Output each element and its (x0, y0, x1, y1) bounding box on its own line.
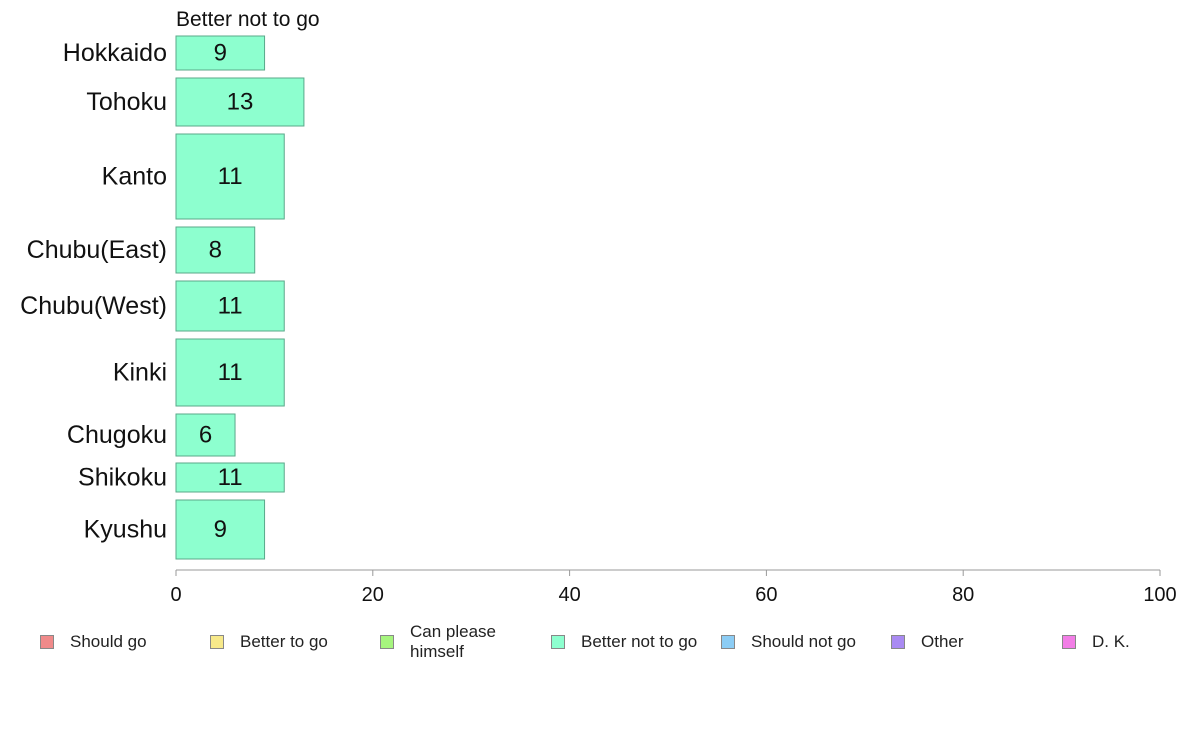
x-tick-label: 0 (170, 584, 181, 606)
category-label: Kanto (102, 163, 167, 191)
category-label: Tohoku (86, 88, 167, 116)
legend-swatch (210, 635, 224, 649)
bar-value-label: 11 (218, 293, 243, 320)
legend-label: Other (921, 632, 964, 651)
bars-group: 9 Hokkaido 13 Tohoku 11 Kanto 8 Chubu(East) 11 Ch… (20, 35, 305, 560)
legend-swatch (551, 635, 565, 649)
bar-value-label: 13 (227, 89, 254, 116)
legend-swatch (891, 635, 905, 649)
legend-label: Better not to go (581, 632, 698, 651)
x-tick-label: 100 (1143, 584, 1176, 606)
bar-hokkaido (175, 35, 266, 71)
legend-label: Better to go (240, 632, 328, 651)
legend-swatch (40, 635, 54, 649)
category-label: Kinki (113, 359, 167, 387)
legend-label: Can please himself (410, 622, 497, 661)
bar-value-label: 11 (218, 464, 243, 491)
legend-item: Better to go (210, 620, 328, 664)
category-label: Chugoku (67, 421, 167, 449)
bar-kanto (175, 133, 285, 220)
bar-shikoku (175, 462, 285, 493)
legend-label: Should go (70, 632, 147, 651)
category-label: Hokkaido (63, 39, 167, 67)
x-tick-label: 40 (558, 584, 580, 606)
legend-item: Other (891, 620, 964, 664)
bar-value-label: 9 (214, 516, 227, 543)
chart-title: Better not to go (176, 8, 320, 31)
legend-item: Can please himself (380, 620, 520, 664)
bar-value-label: 8 (209, 237, 222, 264)
bar-value-label: 9 (214, 40, 227, 67)
bar-chubu-west (175, 280, 285, 332)
bar-value-label: 11 (218, 163, 243, 190)
bar-kinki (175, 338, 285, 407)
legend-item: Should go (40, 620, 147, 664)
bar-chugoku (175, 413, 236, 457)
x-tick-label: 20 (362, 584, 384, 606)
legend-label: D. K. (1092, 632, 1130, 651)
bar-chart: Better not to go 9 Hokkaido 13 Tohoku 11 Kant… (20, 8, 1177, 606)
bar-tohoku (175, 77, 305, 127)
legend-swatch (380, 635, 394, 649)
x-axis: 0 20 40 60 80 100 (170, 569, 1177, 606)
x-tick-label: 80 (952, 584, 974, 606)
category-label: Shikoku (78, 464, 167, 492)
category-label: Chubu(East) (27, 236, 167, 264)
category-label: Chubu(West) (20, 292, 167, 320)
legend: Should go Better to go Can please himself B… (0, 620, 1188, 670)
legend-item: Better not to go (551, 620, 697, 664)
bar-kyushu (175, 499, 266, 560)
legend-swatch (721, 635, 735, 649)
legend-item: D. K. (1062, 620, 1130, 664)
legend-label: Should not go (751, 632, 856, 651)
bar-value-label: 6 (199, 422, 212, 449)
category-label: Kyushu (84, 516, 167, 544)
x-tick-label: 60 (755, 584, 777, 606)
legend-item: Should not go (721, 620, 856, 664)
bar-value-label: 11 (218, 359, 243, 386)
legend-swatch (1062, 635, 1076, 649)
bar-chubu-east (175, 226, 256, 274)
